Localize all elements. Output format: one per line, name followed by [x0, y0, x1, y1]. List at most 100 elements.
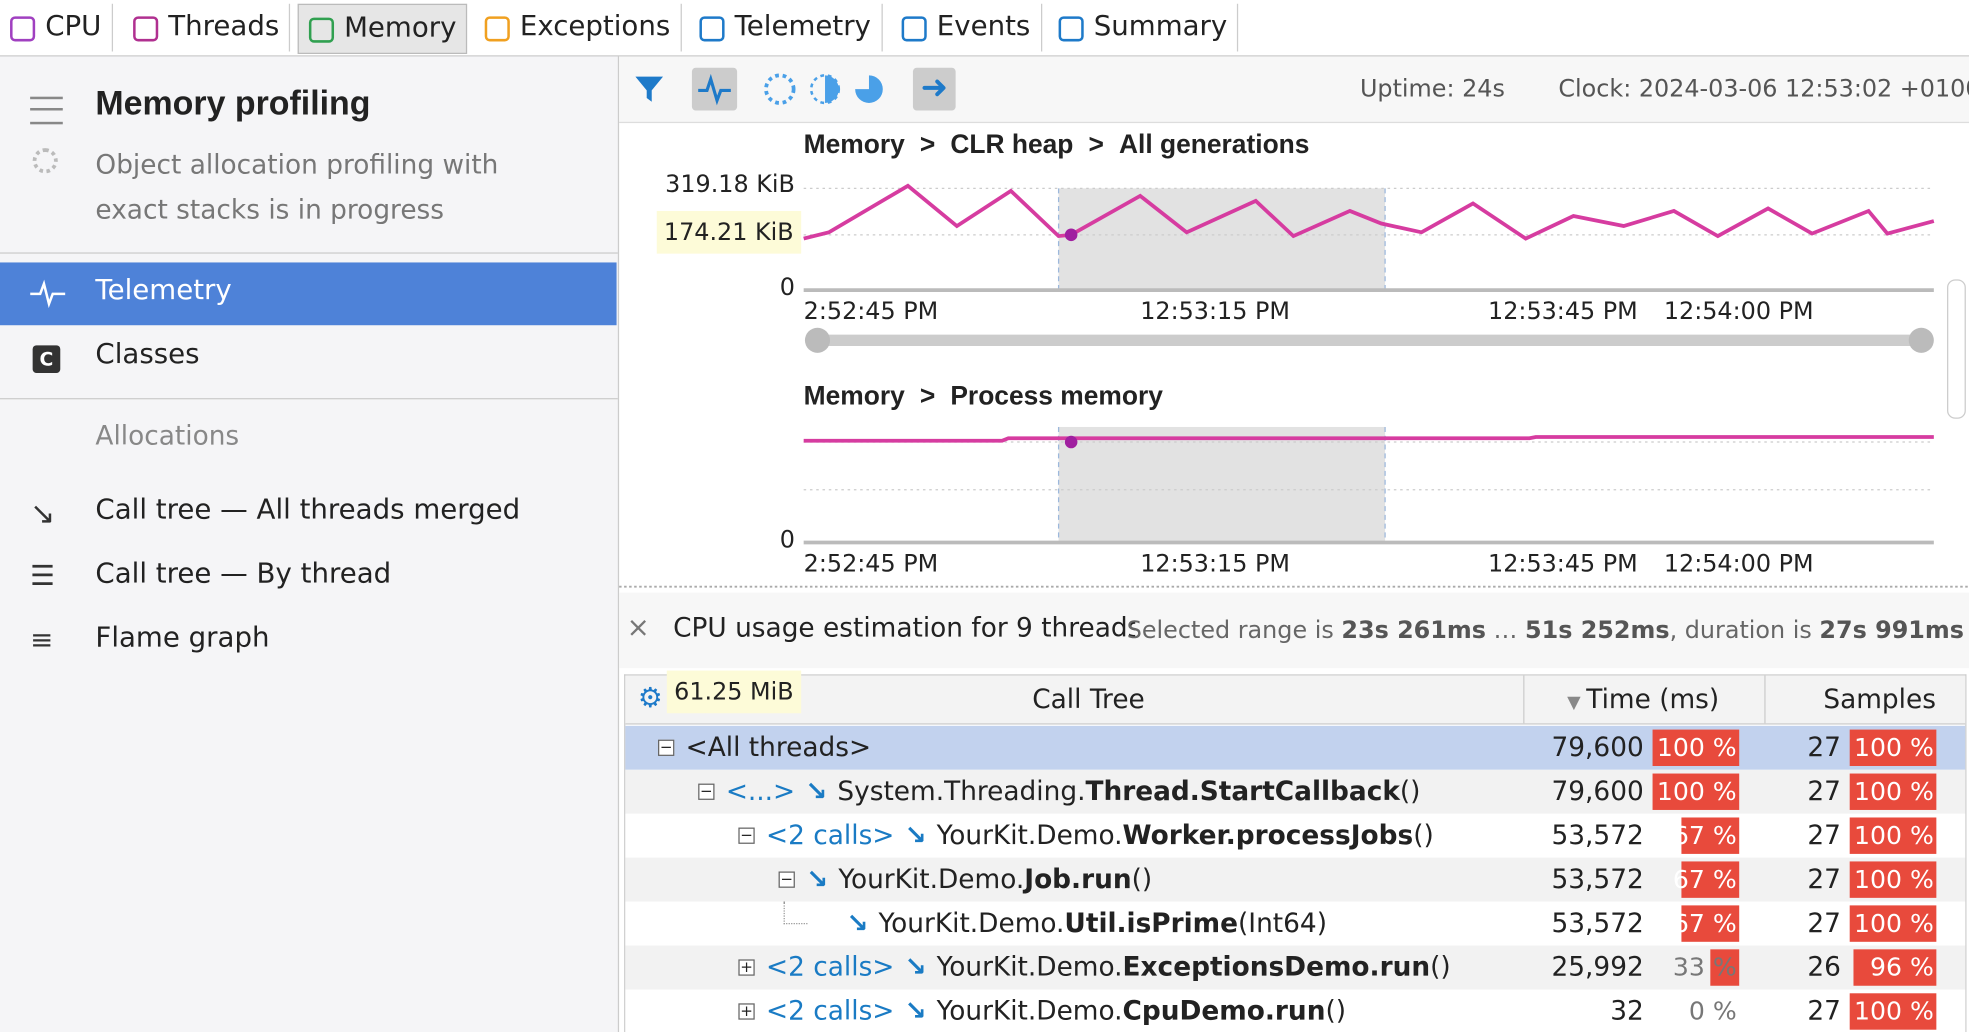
- telemetry-icon: [30, 279, 66, 309]
- slider-handle[interactable]: [804, 327, 831, 353]
- tab-label: CPU: [45, 11, 102, 43]
- tree-row[interactable]: − ↘ YourKit.Demo.Job.run() 53,572 27 67 % 100 …: [625, 857, 1966, 902]
- tree-row[interactable]: ↘ YourKit.Demo.Util.isPrime(Int64) 53,572 2…: [625, 901, 1966, 946]
- expander[interactable]: +: [738, 958, 755, 976]
- tree-row[interactable]: + <2 calls> ↘ YourKit.Demo.CpuDemo.run() 32 2…: [625, 989, 1966, 1032]
- tree-connector: [783, 901, 808, 925]
- follow-button[interactable]: ➜: [912, 67, 956, 111]
- percent-bar: [1652, 773, 1740, 810]
- zoom-buttons[interactable]: [762, 72, 888, 107]
- x-label: 2:52:45 PM: [803, 550, 939, 578]
- view-item[interactable]: Call tree — By thread: [95, 558, 392, 591]
- selection: [1058, 426, 1386, 543]
- separator: >: [919, 130, 936, 160]
- tab[interactable]: Threads: [123, 3, 291, 52]
- selected-range: Selected range is 23s 261ms … 51s 252ms,…: [1127, 617, 1964, 645]
- percent-bar: [1849, 773, 1937, 810]
- settings-icon[interactable]: ⚙: [637, 683, 663, 715]
- percent-bar: [1681, 817, 1740, 854]
- selection: [1058, 188, 1386, 292]
- tree-row[interactable]: + <2 calls> ↘ YourKit.Demo.ExceptionsDemo.r…: [625, 945, 1966, 990]
- expander[interactable]: −: [738, 826, 755, 844]
- column-header[interactable]: Samples: [1823, 684, 1936, 715]
- tab[interactable]: Memory: [297, 3, 468, 54]
- percent-label: 100 %: [1854, 819, 1934, 851]
- percent-bar: [1681, 905, 1740, 942]
- args: (): [1413, 819, 1434, 851]
- tree-row[interactable]: − <2 calls> ↘ YourKit.Demo.Worker.processJo…: [625, 813, 1966, 858]
- tab[interactable]: Events: [892, 3, 1042, 52]
- call-icon: ↘: [904, 995, 927, 1026]
- filter-button[interactable]: [634, 74, 664, 104]
- package: YourKit.Demo.: [878, 907, 1065, 939]
- telemetry-toggle[interactable]: [691, 67, 738, 111]
- samples: 27: [1807, 907, 1841, 939]
- y-label: 319.18 KiB: [665, 170, 795, 199]
- range-part: …: [1485, 616, 1525, 645]
- uptime: Uptime: 24s: [1359, 75, 1505, 103]
- percent-bar: [1849, 905, 1937, 942]
- percent-bar: [1681, 861, 1740, 898]
- call-tree-table: ⚙ Call Tree ▼ Time (ms) Samples − <All th…: [624, 674, 1967, 1032]
- samples: 27: [1807, 995, 1841, 1026]
- path-part: Memory: [803, 381, 905, 411]
- call-icon: ↘: [806, 863, 829, 895]
- time: 79,600: [1551, 732, 1644, 763]
- samples: 27: [1807, 863, 1841, 895]
- divider: [0, 252, 618, 254]
- calls-prefix: <2 calls>: [766, 995, 895, 1026]
- marker-label: 174.21 KiB: [656, 210, 802, 254]
- call-text: <2 calls> ↘ YourKit.Demo.CpuDemo.run(): [766, 990, 1346, 1032]
- samples: 27: [1807, 732, 1841, 763]
- nav-item[interactable]: Telemetry: [95, 275, 232, 307]
- marker: [1064, 228, 1078, 242]
- sidebar-title: Memory profiling: [95, 84, 371, 122]
- marker: [1064, 435, 1078, 449]
- expander[interactable]: −: [658, 738, 675, 756]
- tab-label: Memory: [344, 12, 457, 44]
- package: YourKit.Demo.: [936, 951, 1123, 982]
- x-label: 12:53:15 PM: [1140, 297, 1290, 326]
- expander[interactable]: −: [778, 870, 795, 888]
- x-label: 2:52:45 PM: [803, 297, 939, 326]
- calls-prefix: <...>: [725, 776, 796, 807]
- column-header[interactable]: Call Tree: [1032, 684, 1145, 715]
- expander[interactable]: −: [698, 782, 715, 800]
- tab[interactable]: Exceptions: [475, 3, 682, 52]
- percent-label: 67 %: [1672, 907, 1737, 939]
- tab-icon: [10, 16, 36, 42]
- call-text: <...> ↘ System.Threading.Thread.StartCallb…: [726, 770, 1421, 814]
- column-header[interactable]: ▼ Time (ms): [1567, 684, 1720, 715]
- y-label: 0: [779, 526, 795, 554]
- args: (): [1325, 995, 1347, 1026]
- menu-icon[interactable]: [30, 96, 63, 125]
- tree-row[interactable]: − <...> ↘ System.Threading.Thread.StartCall…: [625, 769, 1966, 814]
- nav-item[interactable]: Classes: [95, 339, 200, 371]
- tab[interactable]: Telemetry: [689, 3, 883, 52]
- tab-icon: [901, 16, 927, 42]
- close-button[interactable]: ×: [626, 612, 650, 645]
- time: 53,572: [1551, 907, 1644, 939]
- tab-label: Threads: [168, 11, 280, 43]
- method: Worker.processJobs: [1122, 819, 1414, 851]
- method: Util.isPrime: [1064, 907, 1239, 939]
- range-part: Selected range is: [1126, 616, 1342, 645]
- classes-icon: C: [32, 345, 61, 373]
- time: 32: [1610, 995, 1644, 1026]
- call-icon: ↘: [805, 776, 828, 807]
- range-part: , duration is: [1669, 616, 1820, 645]
- node-name: <All threads>: [685, 732, 872, 763]
- separator: >: [1088, 130, 1104, 160]
- slider-handle[interactable]: [1908, 327, 1934, 353]
- percent-label: 100 %: [1656, 776, 1737, 807]
- view-item[interactable]: Flame graph: [95, 622, 270, 655]
- samples: 27: [1807, 819, 1841, 851]
- scrollbar[interactable]: [1947, 279, 1966, 419]
- tab[interactable]: CPU: [0, 3, 113, 52]
- expander[interactable]: +: [738, 1002, 755, 1020]
- view-item[interactable]: Call tree — All threads merged: [95, 494, 521, 527]
- divider: [0, 398, 618, 400]
- calls-prefix: <2 calls>: [766, 819, 895, 851]
- tab[interactable]: Summary: [1049, 3, 1239, 52]
- tree-row[interactable]: − <All threads> 79,600 27 100 % 100 %: [625, 725, 1966, 770]
